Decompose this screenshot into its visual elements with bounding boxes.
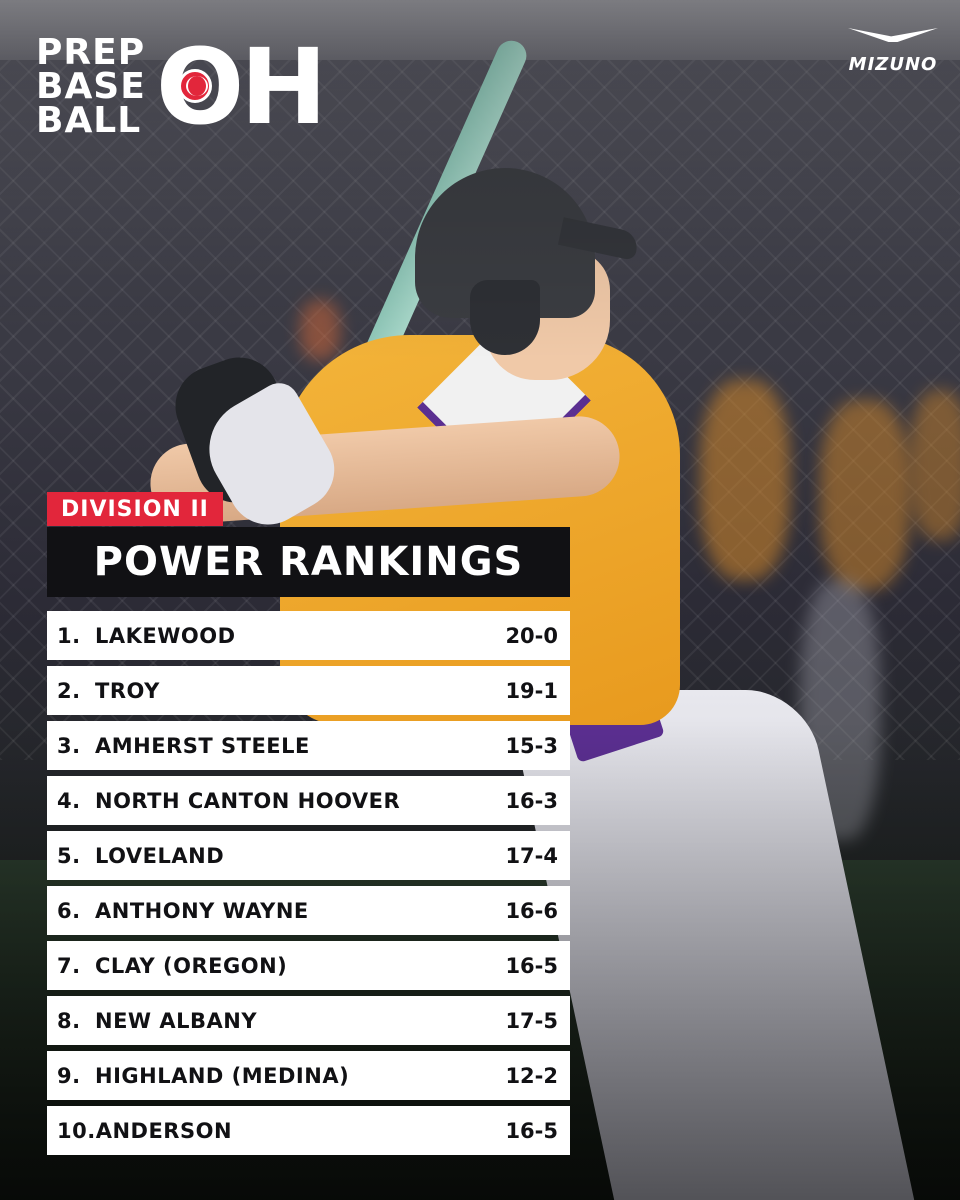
division-badge: DIVISION II: [47, 492, 223, 526]
ranking-row: 5. LOVELAND 17-4: [47, 831, 570, 880]
team-record: 19-1: [505, 678, 558, 703]
team-name: AMHERST STEELE: [95, 733, 310, 758]
sponsor-name: MIZUNO: [848, 54, 938, 75]
logo-words: PREP BASE BALL: [36, 32, 146, 141]
team-name: LAKEWOOD: [95, 623, 236, 648]
prep-baseball-logo: PREP BASE BALL OH: [36, 32, 327, 141]
ranking-row: 10. ANDERSON 16-5: [47, 1106, 570, 1155]
team-name: ANDERSON: [95, 1118, 233, 1143]
ranking-row: 9. HIGHLAND (MEDINA) 12-2: [47, 1051, 570, 1100]
team-record: 15-3: [505, 733, 558, 758]
rankings-list: 1. LAKEWOOD 20-0 2. TROY 19-1 3. AMHERST ST…: [47, 611, 570, 1161]
logo-word: BASE: [36, 66, 146, 107]
rank-number: 6.: [57, 898, 81, 923]
team-name: ANTHONY WAYNE: [95, 898, 309, 923]
logo-word: BALL: [36, 100, 142, 141]
runbird-icon: [848, 22, 938, 52]
team-record: 16-6: [505, 898, 558, 923]
mizuno-logo: MIZUNO: [848, 22, 938, 75]
team-name: CLAY (OREGON): [95, 953, 288, 978]
team-record: 16-5: [505, 953, 558, 978]
team-name: LOVELAND: [95, 843, 225, 868]
rank-number: 1.: [57, 623, 81, 648]
logo-word: PREP: [36, 32, 146, 73]
logo-state-mark: OH: [156, 35, 327, 139]
rank-number: 10.: [57, 1118, 96, 1143]
team-record: 16-5: [505, 1118, 558, 1143]
rank-number: 8.: [57, 1008, 81, 1033]
rank-number: 7.: [57, 953, 81, 978]
team-record: 12-2: [505, 1063, 558, 1088]
division-label: DIVISION II: [61, 496, 209, 522]
rank-number: 4.: [57, 788, 81, 813]
baseball-icon: [177, 69, 212, 103]
rank-number: 3.: [57, 733, 81, 758]
ranking-row: 4. NORTH CANTON HOOVER 16-3: [47, 776, 570, 825]
ranking-row: 2. TROY 19-1: [47, 666, 570, 715]
ranking-row: 1. LAKEWOOD 20-0: [47, 611, 570, 660]
ranking-row: 8. NEW ALBANY 17-5: [47, 996, 570, 1045]
ranking-row: 3. AMHERST STEELE 15-3: [47, 721, 570, 770]
team-record: 17-4: [505, 843, 558, 868]
rank-number: 2.: [57, 678, 81, 703]
ranking-row: 7. CLAY (OREGON) 16-5: [47, 941, 570, 990]
team-name: NORTH CANTON HOOVER: [95, 788, 401, 813]
team-name: TROY: [95, 678, 160, 703]
team-record: 16-3: [505, 788, 558, 813]
rank-number: 9.: [57, 1063, 81, 1088]
team-record: 20-0: [505, 623, 558, 648]
team-name: NEW ALBANY: [95, 1008, 258, 1033]
team-record: 17-5: [505, 1008, 558, 1033]
page-title: POWER RANKINGS: [93, 539, 524, 585]
ranking-row: 6. ANTHONY WAYNE 16-6: [47, 886, 570, 935]
rank-number: 5.: [57, 843, 81, 868]
team-name: HIGHLAND (MEDINA): [95, 1063, 350, 1088]
title-banner: POWER RANKINGS: [47, 527, 570, 597]
